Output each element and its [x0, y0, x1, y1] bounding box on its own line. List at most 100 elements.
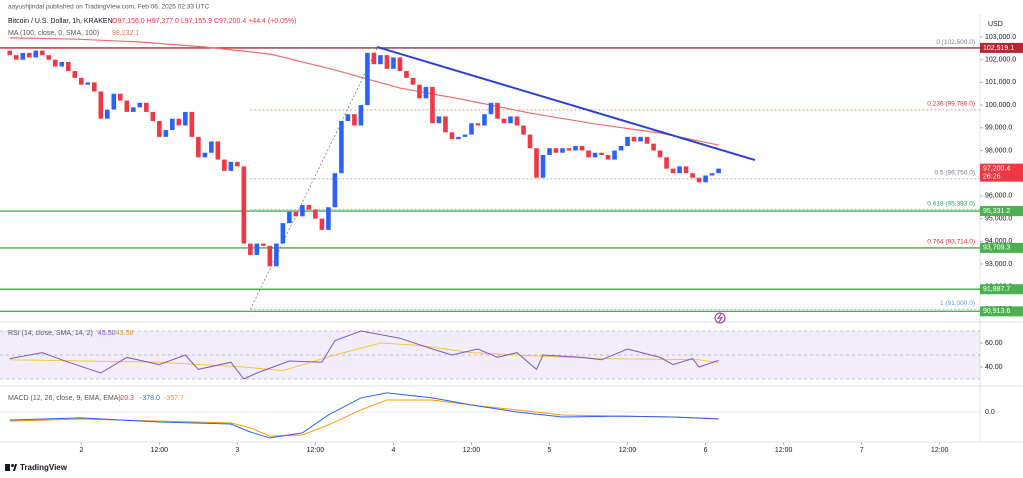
candle	[131, 107, 136, 112]
candle	[163, 130, 169, 137]
rsi-tick-label: 40.00	[985, 364, 1003, 371]
macd-value: -378.0	[140, 395, 160, 402]
candle	[696, 177, 702, 183]
candle	[339, 120, 344, 174]
x-tick-label: 12:00	[463, 447, 481, 454]
rsi-line	[9, 330, 719, 380]
x-tick-label: 12:00	[619, 447, 637, 454]
candle	[118, 93, 123, 101]
fib-label: 0.5 (96,750.0)	[935, 170, 975, 177]
candle	[664, 157, 669, 169]
candle	[462, 134, 468, 137]
countdown: 26:26	[983, 173, 1001, 180]
candle	[137, 102, 143, 108]
candle	[33, 50, 39, 58]
macd-signal-line	[9, 399, 719, 437]
y-tick-label: 96,000.0	[985, 193, 1012, 200]
candle	[104, 109, 110, 119]
candle	[566, 148, 572, 151]
x-tick-label: 6	[704, 447, 708, 454]
y-tick-label: 99,000.0	[985, 125, 1012, 132]
price-tag	[980, 306, 1023, 317]
x-tick-label: 5	[548, 447, 552, 454]
macd-hist-value: -20.3	[118, 395, 134, 402]
x-tick-label: 12:00	[931, 447, 949, 454]
candle	[313, 209, 318, 219]
candle	[534, 148, 539, 178]
candle	[677, 166, 682, 174]
candle	[365, 52, 370, 106]
candle	[527, 134, 533, 149]
rsi-ma-value: 43.58	[116, 330, 134, 337]
brand-logo	[5, 464, 17, 471]
currency: USD	[988, 21, 1003, 28]
macd-signal-value: -357.7	[164, 395, 184, 402]
candle	[85, 82, 91, 85]
candle	[586, 150, 591, 158]
fib-label: 0.618 (95,393.0)	[927, 200, 975, 207]
fib-label: 1 (91,000.0)	[940, 300, 975, 307]
candle	[150, 111, 156, 121]
price-tag-label: 95,331.2	[983, 208, 1010, 215]
candle	[59, 61, 65, 67]
x-tick-label: 12:00	[775, 447, 793, 454]
candle	[358, 105, 364, 126]
candle	[514, 116, 520, 126]
candle	[430, 86, 435, 124]
candle	[482, 114, 487, 126]
candle	[397, 57, 403, 72]
candle	[46, 55, 52, 60]
candle	[326, 207, 331, 230]
candle	[391, 57, 396, 69]
candle	[690, 173, 695, 178]
symbol: Bitcoin / U.S. Dollar, 1h, KRAKEN	[8, 18, 113, 25]
candle	[176, 118, 182, 126]
candle	[287, 211, 292, 224]
price-tag-label: 90,913.6	[983, 308, 1010, 315]
candle	[625, 136, 630, 146]
candle	[26, 52, 32, 58]
candle	[683, 166, 689, 174]
candle	[410, 77, 416, 85]
candle	[170, 118, 175, 131]
rsi-tick-label: 60.00	[985, 340, 1003, 347]
candle	[65, 61, 71, 72]
candle	[274, 243, 279, 267]
candle	[651, 143, 656, 151]
candle	[183, 111, 188, 126]
candle	[553, 148, 559, 153]
candle	[547, 148, 552, 156]
candle	[560, 148, 565, 153]
candle	[52, 59, 58, 67]
publisher: aayushjindal published on TradingView.co…	[8, 4, 209, 11]
candle	[13, 55, 19, 60]
candle	[222, 159, 227, 171]
candle	[716, 168, 721, 174]
candle	[20, 52, 26, 60]
x-tick-label: 3	[235, 447, 239, 454]
candle	[495, 102, 500, 119]
candle	[189, 111, 195, 137]
candle	[235, 161, 240, 167]
candle	[404, 71, 409, 78]
candle	[456, 136, 461, 140]
fib-label: 0.236 (99,786.0)	[927, 101, 975, 108]
candle	[501, 118, 507, 124]
candle	[157, 120, 162, 137]
candle	[352, 114, 357, 126]
candle	[332, 173, 338, 208]
y-tick-label: 93,000.0	[985, 261, 1012, 268]
candle	[98, 91, 104, 119]
candle	[267, 245, 273, 267]
candle	[254, 243, 260, 255]
candle	[605, 155, 611, 160]
last-price-label: 97,200.4	[983, 165, 1010, 172]
candle	[345, 114, 351, 121]
candle	[91, 82, 97, 92]
candle	[657, 150, 663, 158]
candle	[248, 243, 253, 255]
candle	[618, 145, 624, 151]
candle	[599, 152, 604, 156]
candle	[111, 93, 117, 110]
